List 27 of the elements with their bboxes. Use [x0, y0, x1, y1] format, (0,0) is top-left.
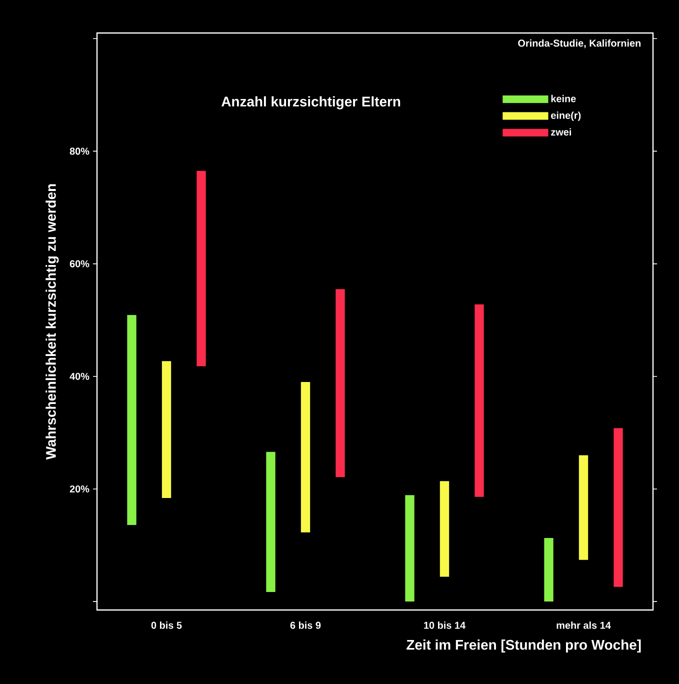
bar [196, 170, 206, 366]
bar [127, 315, 136, 525]
y-tick-label: 60% [70, 260, 90, 268]
y-tick-label: 80% [70, 148, 90, 155]
bar [544, 538, 554, 602]
bar [300, 382, 310, 532]
bar [336, 289, 345, 478]
x-tick-label: 10 bis 14 [424, 622, 466, 629]
x-tick-label: 6 bis 9 [290, 622, 321, 629]
legend-label: eine(r) [551, 112, 581, 121]
x-axis-title: Zeit im Freien [Stunden pro Woche] [406, 640, 641, 653]
bar [440, 481, 450, 577]
bar [614, 428, 623, 587]
legend-title: Anzahl kurzsichtiger Eltern [222, 96, 400, 110]
annotation: Orinda-Studie, Kalifornien [518, 39, 641, 48]
bar [266, 452, 276, 592]
y-tick-label: 20% [70, 485, 90, 492]
x-tick-label: 0 bis 5 [151, 622, 182, 629]
bar [162, 361, 172, 498]
x-tick-label: mehr als 14 [556, 622, 611, 629]
bar [474, 304, 484, 497]
legend-label: zwei [551, 128, 571, 136]
legend-label: keine [551, 94, 576, 102]
y-tick-label: 40% [70, 372, 90, 380]
y-axis-title: Wahrscheinlichkeit kurzsichtig zu werden [46, 184, 59, 460]
bar [578, 455, 588, 560]
bar [405, 495, 414, 602]
